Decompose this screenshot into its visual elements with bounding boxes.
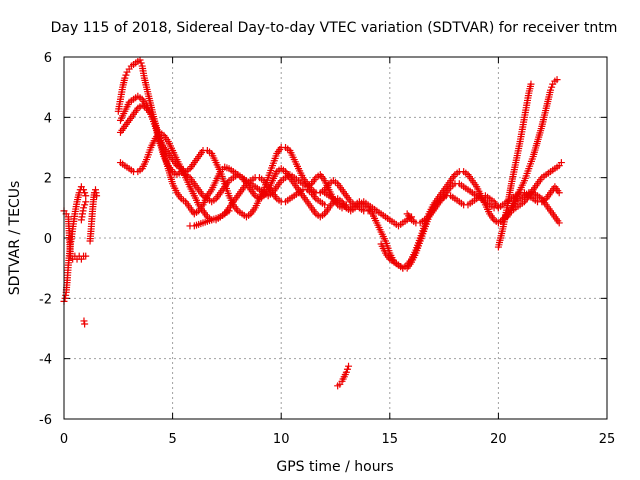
y-tick-label: 6	[44, 51, 52, 66]
data-point	[81, 201, 89, 209]
data-point	[553, 76, 561, 84]
series-track-j	[321, 168, 563, 272]
data-point	[81, 189, 89, 197]
series-track-d	[86, 186, 101, 245]
series-track-g	[116, 101, 350, 212]
data-point	[80, 317, 88, 325]
data-point	[342, 368, 350, 376]
data-point	[343, 365, 351, 373]
data-point	[80, 186, 88, 194]
series-track-p	[334, 362, 353, 390]
chart-title: Day 115 of 2018, Sidereal Day-to-day VTE…	[51, 20, 618, 36]
grid-lines	[64, 57, 607, 419]
y-tick-label: 2	[44, 172, 52, 187]
x-tick-label: 5	[168, 432, 176, 447]
data-point	[557, 159, 565, 167]
data-point	[80, 204, 88, 212]
plot-frame	[63, 56, 608, 420]
data-point	[555, 189, 563, 197]
x-tick-label: 20	[490, 432, 507, 447]
data-point	[82, 252, 90, 260]
series-track-b	[60, 207, 90, 263]
y-tick-label: -4	[39, 353, 52, 368]
data-point	[93, 192, 101, 200]
data-point	[321, 201, 329, 209]
x-tick-label: 25	[599, 432, 616, 447]
data-point	[527, 80, 535, 88]
series-track-i	[186, 207, 233, 230]
data-point	[137, 59, 145, 67]
data-point	[225, 207, 233, 215]
series-track-m	[494, 80, 535, 251]
x-tick-label: 0	[60, 432, 68, 447]
x-axis-label: GPS time / hours	[276, 459, 393, 475]
series-track-n	[507, 76, 561, 212]
data-point	[548, 83, 556, 91]
x-tick-label: 15	[382, 432, 399, 447]
x-tick-labels: 0 5 10 15 20 25	[60, 432, 615, 447]
y-axis-label: SDTVAR / TECUs	[7, 181, 23, 296]
data-point	[345, 362, 353, 370]
y-tick-label: 4	[44, 111, 52, 126]
series-outlier-a	[80, 317, 89, 328]
x-tick-label: 10	[273, 432, 290, 447]
data-point	[121, 74, 129, 82]
data-point	[555, 219, 563, 227]
series-track-o	[499, 159, 565, 224]
y-tick-label: -2	[39, 292, 52, 307]
series-track-c	[77, 198, 90, 224]
data-point	[81, 320, 89, 328]
data-point	[82, 198, 90, 206]
series-track-l	[403, 180, 563, 227]
y-tick-label: 0	[44, 232, 52, 247]
data-point	[82, 192, 90, 200]
data-point	[122, 71, 130, 79]
y-tick-label: -6	[39, 413, 52, 428]
data-point	[547, 86, 555, 94]
data-point	[136, 56, 144, 64]
y-tick-labels: -6 -4 -2 0 2 4 6	[39, 51, 52, 428]
data-points	[60, 56, 565, 390]
